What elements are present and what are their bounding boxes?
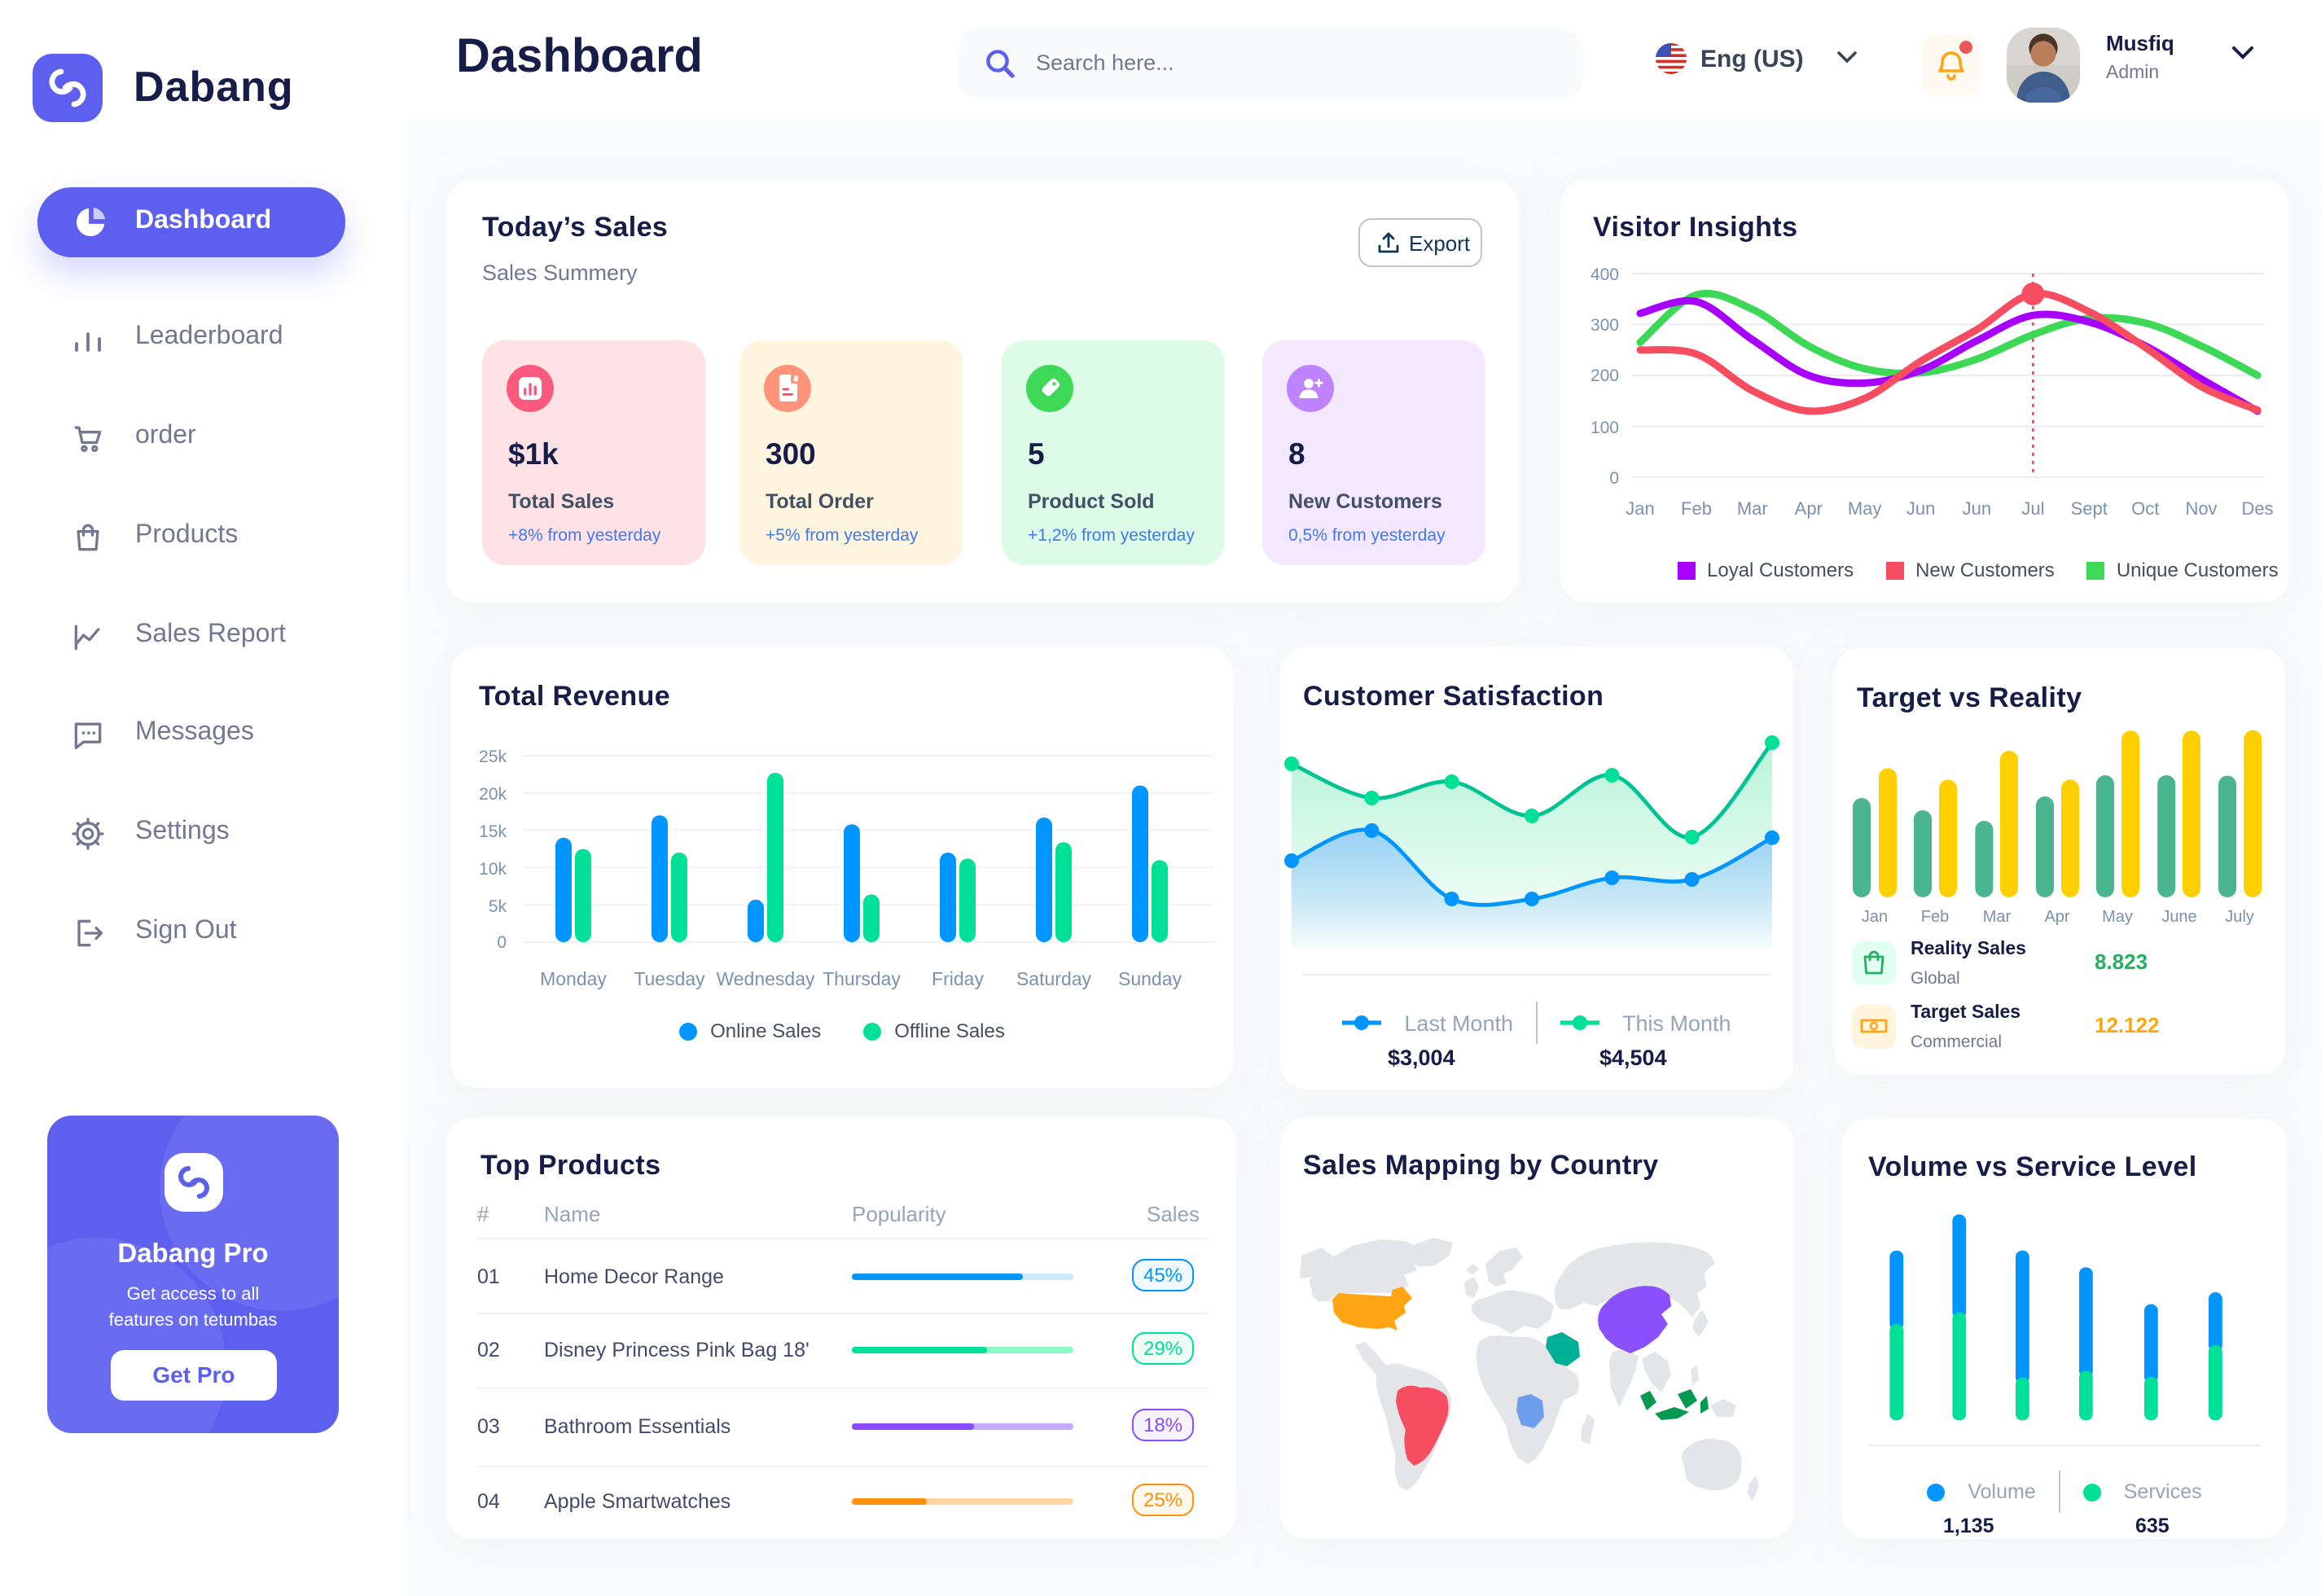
svg-text:Oct: Oct <box>2131 498 2159 519</box>
svg-text:Sunday: Sunday <box>1118 968 1182 989</box>
svg-text:200: 200 <box>1590 366 1619 385</box>
svg-text:300: 300 <box>1590 316 1619 335</box>
svg-text:Jan: Jan <box>1626 498 1654 519</box>
svg-text:0: 0 <box>1609 469 1619 488</box>
svg-text:Thursday: Thursday <box>823 968 901 989</box>
svg-text:July: July <box>2225 908 2254 926</box>
svg-text:Monday: Monday <box>540 968 607 989</box>
svg-text:400: 400 <box>1590 265 1619 284</box>
svg-text:5k: 5k <box>489 897 507 916</box>
svg-text:Sept: Sept <box>2071 498 2108 519</box>
svg-text:0: 0 <box>497 933 507 952</box>
svg-text:20k: 20k <box>479 785 507 804</box>
svg-text:Friday: Friday <box>932 968 984 989</box>
svg-text:Wednesday: Wednesday <box>716 968 815 989</box>
svg-text:May: May <box>2102 908 2133 926</box>
svg-text:Jul: Jul <box>2021 498 2044 519</box>
svg-text:25k: 25k <box>479 748 507 766</box>
svg-text:Mar: Mar <box>1983 908 2012 926</box>
svg-text:Des: Des <box>2241 498 2273 519</box>
svg-text:Saturday: Saturday <box>1016 968 1092 989</box>
svg-text:15k: 15k <box>479 822 507 841</box>
svg-text:10k: 10k <box>479 860 507 879</box>
svg-text:Tuesday: Tuesday <box>634 968 705 989</box>
svg-text:May: May <box>1848 498 1882 519</box>
svg-text:June: June <box>2161 908 2196 926</box>
svg-text:Nov: Nov <box>2185 498 2217 519</box>
svg-text:Jun: Jun <box>1906 498 1935 519</box>
svg-text:Jun: Jun <box>1963 498 1991 519</box>
svg-text:Feb: Feb <box>1921 908 1949 926</box>
svg-text:Feb: Feb <box>1681 498 1712 519</box>
svg-text:100: 100 <box>1590 419 1619 437</box>
svg-text:Apr: Apr <box>2044 908 2069 926</box>
svg-text:Jan: Jan <box>1862 908 1888 926</box>
svg-text:Apr: Apr <box>1795 498 1823 519</box>
svg-text:Mar: Mar <box>1737 498 1768 519</box>
